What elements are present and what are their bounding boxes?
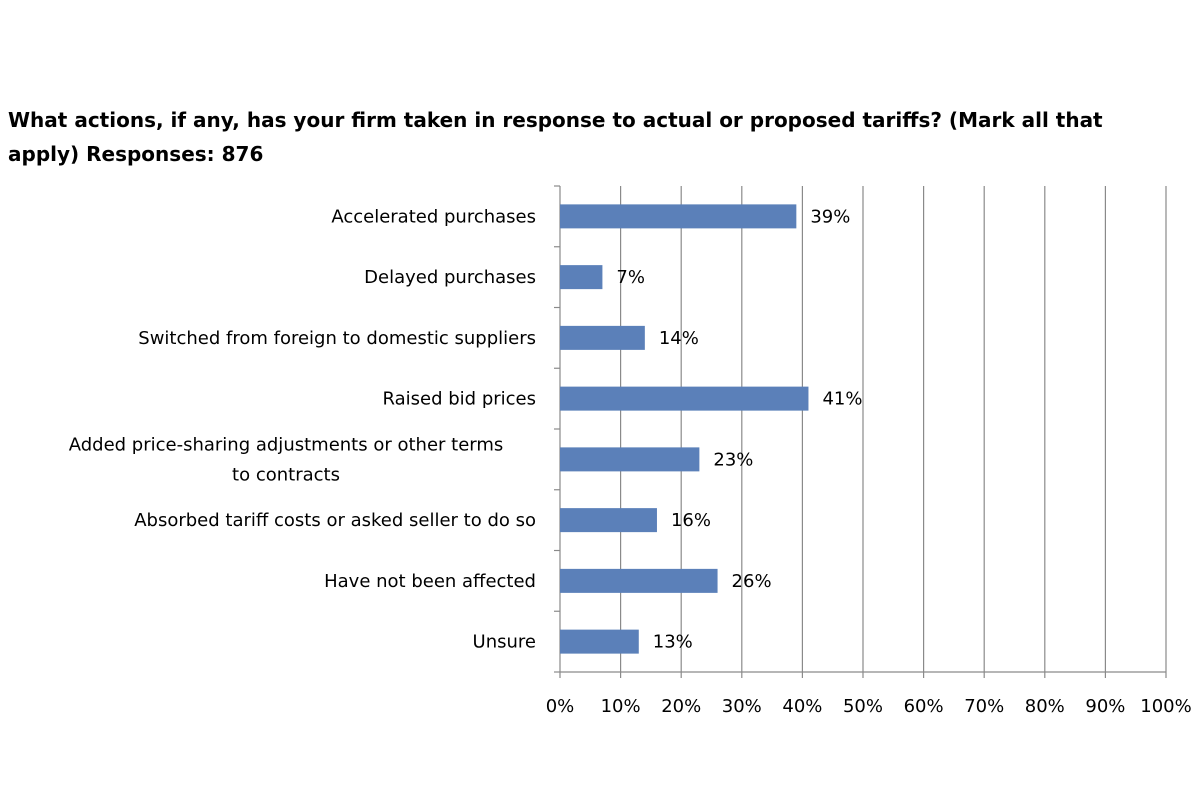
- data-label: 14%: [659, 328, 699, 349]
- x-tick-label: 70%: [964, 696, 1004, 717]
- data-label: 13%: [653, 632, 693, 653]
- bar: [560, 629, 639, 654]
- bar: [560, 265, 603, 290]
- bar: [560, 325, 645, 350]
- category-label: Raised bid prices: [383, 389, 537, 410]
- bar: [560, 447, 700, 472]
- bar: [560, 568, 718, 593]
- chart-title: What actions, if any, has your firm take…: [8, 108, 1103, 166]
- data-label: 26%: [732, 571, 772, 592]
- x-tick-label: 0%: [546, 696, 575, 717]
- x-tick-label: 30%: [722, 696, 762, 717]
- category-label: Unsure: [473, 632, 536, 653]
- category-label: Accelerated purchases: [331, 206, 536, 227]
- bar: [560, 508, 657, 533]
- labels: 0% 10% 20% 30% 40% 50% 60% 70% 80% 90% 100% 39% Acce…: [69, 206, 1192, 717]
- bar: [560, 386, 809, 411]
- data-label: 39%: [810, 206, 850, 227]
- category-label: Switched from foreign to domestic suppli…: [138, 328, 536, 349]
- x-tick-label: 90%: [1085, 696, 1125, 717]
- data-label: 7%: [616, 267, 645, 288]
- x-tick-label: 60%: [904, 696, 944, 717]
- x-tick-label: 80%: [1025, 696, 1065, 717]
- x-tick-label: 10%: [601, 696, 641, 717]
- x-tick-label: 40%: [782, 696, 822, 717]
- category-label: Delayed purchases: [364, 267, 536, 288]
- category-label: Added price-sharing adjustments or other…: [69, 434, 504, 485]
- x-tick-label: 50%: [843, 696, 883, 717]
- data-label: 41%: [822, 389, 862, 410]
- x-tick-label: 100%: [1140, 696, 1191, 717]
- data-label: 16%: [671, 510, 711, 531]
- data-label: 23%: [713, 449, 753, 470]
- bars: [560, 204, 809, 654]
- category-label: Have not been affected: [324, 571, 536, 592]
- gridlines: [619, 186, 1167, 678]
- category-label: Absorbed tariff costs or asked seller to…: [134, 510, 536, 531]
- bar: [560, 204, 797, 229]
- axes: [554, 185, 1166, 678]
- x-tick-label: 20%: [661, 696, 701, 717]
